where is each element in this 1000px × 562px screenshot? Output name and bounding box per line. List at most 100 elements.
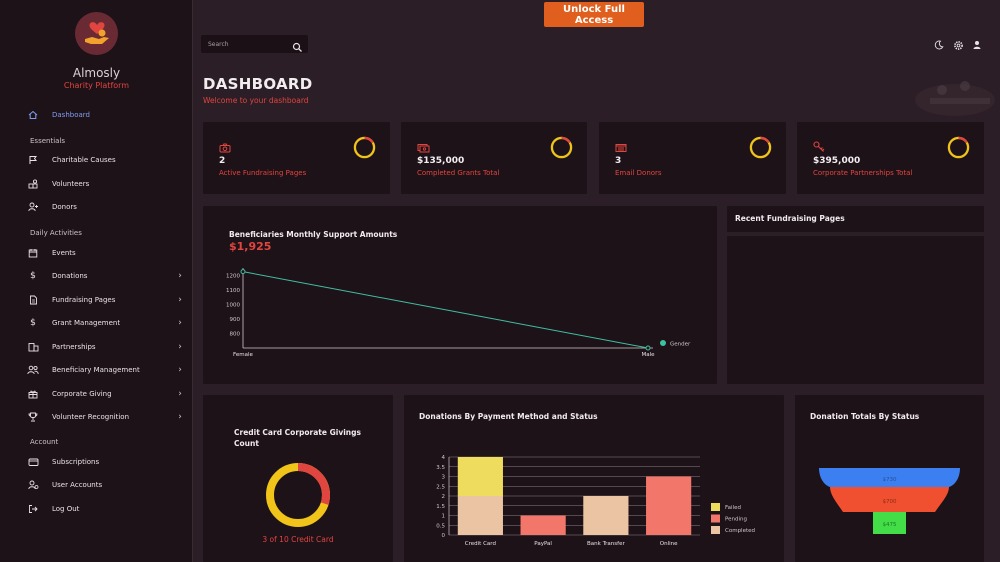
flag-icon (26, 153, 40, 167)
chevron-right-icon: › (178, 271, 182, 281)
building-icon (26, 340, 40, 354)
people-icon (26, 363, 40, 377)
page-title: DASHBOARD (203, 75, 313, 93)
volunteers-icon (26, 177, 40, 191)
dark-mode-icon[interactable] (932, 38, 946, 52)
home-icon (26, 108, 40, 122)
progress-ring (749, 136, 772, 159)
donations-by-method-card: Donations By Payment Method and Status 0… (404, 395, 784, 562)
sidebar-item-corporate-giving[interactable]: Corporate Giving › (26, 385, 186, 403)
sidebar-item-subscriptions[interactable]: Subscriptions (26, 453, 186, 471)
line-chart: 800 900 1000 1100 1200 Female Male Gender (226, 268, 691, 358)
y-tick-label: 0 (442, 533, 446, 539)
dollar-icon: $ (30, 318, 36, 328)
legend-label-gender: Gender (670, 342, 691, 348)
header-illustration (915, 81, 995, 116)
y-tick-label: 1.5 (436, 504, 445, 510)
chart-amount: $1,925 (229, 240, 272, 253)
sidebar-item-log-out[interactable]: Log Out (26, 500, 186, 518)
y-tick-label: 1000 (226, 302, 240, 308)
unlock-full-access-button[interactable]: Unlock Full Access (544, 2, 644, 27)
progress-ring (550, 136, 573, 159)
chevron-right-icon: › (178, 389, 182, 399)
y-tick-label: 3.5 (436, 465, 445, 471)
credit-card-givings-card: Credit Card Corporate Givings Count 3 of… (203, 395, 393, 562)
stat-label: Active Fundraising Pages (219, 169, 307, 177)
donut-caption: 3 of 10 Credit Card (262, 535, 334, 544)
brand-subtitle: Charity Platform (63, 81, 130, 90)
legend-swatch (711, 526, 720, 534)
donation-totals-card: Donation Totals By Status $730 $700 $475 (795, 395, 984, 562)
x-tick-label: Bank Transfer (587, 541, 625, 547)
x-tick-label: Female (233, 352, 254, 358)
key-icon (813, 138, 825, 157)
sidebar-item-partnerships[interactable]: Partnerships › (26, 338, 186, 356)
dollar-icon: $ (30, 271, 36, 281)
chevron-right-icon: › (178, 295, 182, 305)
stat-label: Corporate Partnerships Total (813, 169, 913, 177)
stat-value: $395,000 (813, 156, 861, 166)
stat-card-completed-grants: $135,000 Completed Grants Total (401, 122, 587, 194)
recent-fundraising-title: Recent Fundraising Pages (735, 214, 845, 223)
legend-swatch (711, 503, 720, 511)
settings-gear-icon[interactable] (951, 38, 965, 52)
progress-ring (353, 136, 376, 159)
sidebar-item-events[interactable]: Events (26, 244, 186, 262)
sidebar-item-grant-management[interactable]: $ Grant Management › (26, 314, 186, 332)
y-tick-label: 3 (442, 475, 446, 481)
funnel-chart: $730 $700 $475 (819, 468, 960, 534)
y-tick-label: 4 (442, 455, 446, 461)
stat-label: Completed Grants Total (417, 169, 500, 177)
chevron-right-icon: › (178, 412, 182, 422)
sidebar-item-fundraising-pages[interactable]: Fundraising Pages › (26, 291, 186, 309)
stat-card-corporate-partnerships: $395,000 Corporate Partnerships Total (797, 122, 984, 194)
sidebar-item-donations[interactable]: $ Donations › (26, 267, 186, 285)
logout-icon (26, 502, 40, 516)
bar-pending (520, 515, 566, 535)
y-tick-label: 2.5 (436, 484, 445, 490)
chevron-right-icon: › (178, 342, 182, 352)
y-tick-label: 2 (442, 494, 446, 500)
search-icon[interactable] (292, 38, 303, 57)
legend-label: Completed (725, 528, 755, 534)
y-tick-label: 0.5 (436, 523, 445, 529)
section-title-account: Account (30, 438, 59, 446)
search-box (201, 35, 308, 53)
legend-swatch (711, 514, 720, 523)
sidebar-item-beneficiary-management[interactable]: Beneficiary Management › (26, 361, 186, 379)
file-icon (26, 293, 40, 307)
chart-title: Beneficiaries Monthly Support Amounts (229, 230, 398, 239)
sidebar-item-volunteer-recognition[interactable]: Volunteer Recognition › (26, 408, 186, 426)
chart-title: Donations By Payment Method and Status (419, 412, 598, 421)
stacked-bar-chart: 0 0.5 1 1.5 2 2.5 3 3.5 4 Credit Card PayPal Bank … (436, 455, 755, 547)
bar-pending (646, 476, 692, 535)
y-tick-label: 1100 (226, 288, 240, 294)
funnel-label: $700 (883, 499, 897, 505)
x-tick-label: Male (641, 352, 655, 358)
sidebar-item-donors[interactable]: Donors (26, 198, 186, 216)
sidebar-item-volunteers[interactable]: Volunteers (26, 175, 186, 193)
page-subtitle: Welcome to your dashboard (203, 96, 309, 105)
brand-name: Almosly (72, 66, 121, 80)
x-tick-label: PayPal (534, 541, 552, 547)
y-tick-label: 1 (442, 514, 446, 520)
sidebar-item-user-accounts[interactable]: User Accounts (26, 476, 186, 494)
heart-hand-icon (84, 21, 109, 44)
search-input[interactable] (208, 40, 288, 48)
bar-completed (457, 496, 503, 535)
recent-fundraising-header: Recent Fundraising Pages (727, 206, 984, 232)
funnel-segment-3 (873, 512, 906, 534)
stat-label: Email Donors (615, 169, 662, 177)
x-tick-label: Credit Card (465, 541, 496, 547)
sidebar-item-dashboard[interactable]: Dashboard (26, 106, 186, 124)
sidebar-item-charitable-causes[interactable]: Charitable Causes (26, 151, 186, 169)
series-line-gender (242, 271, 649, 349)
bar-completed (583, 496, 629, 535)
legend-label: Pending (725, 517, 747, 523)
user-profile-icon[interactable] (970, 38, 984, 52)
chevron-right-icon: › (178, 365, 182, 375)
card-icon (26, 455, 40, 469)
cash-icon (417, 138, 430, 157)
calendar-icon (26, 246, 40, 260)
chevron-right-icon: › (178, 318, 182, 328)
